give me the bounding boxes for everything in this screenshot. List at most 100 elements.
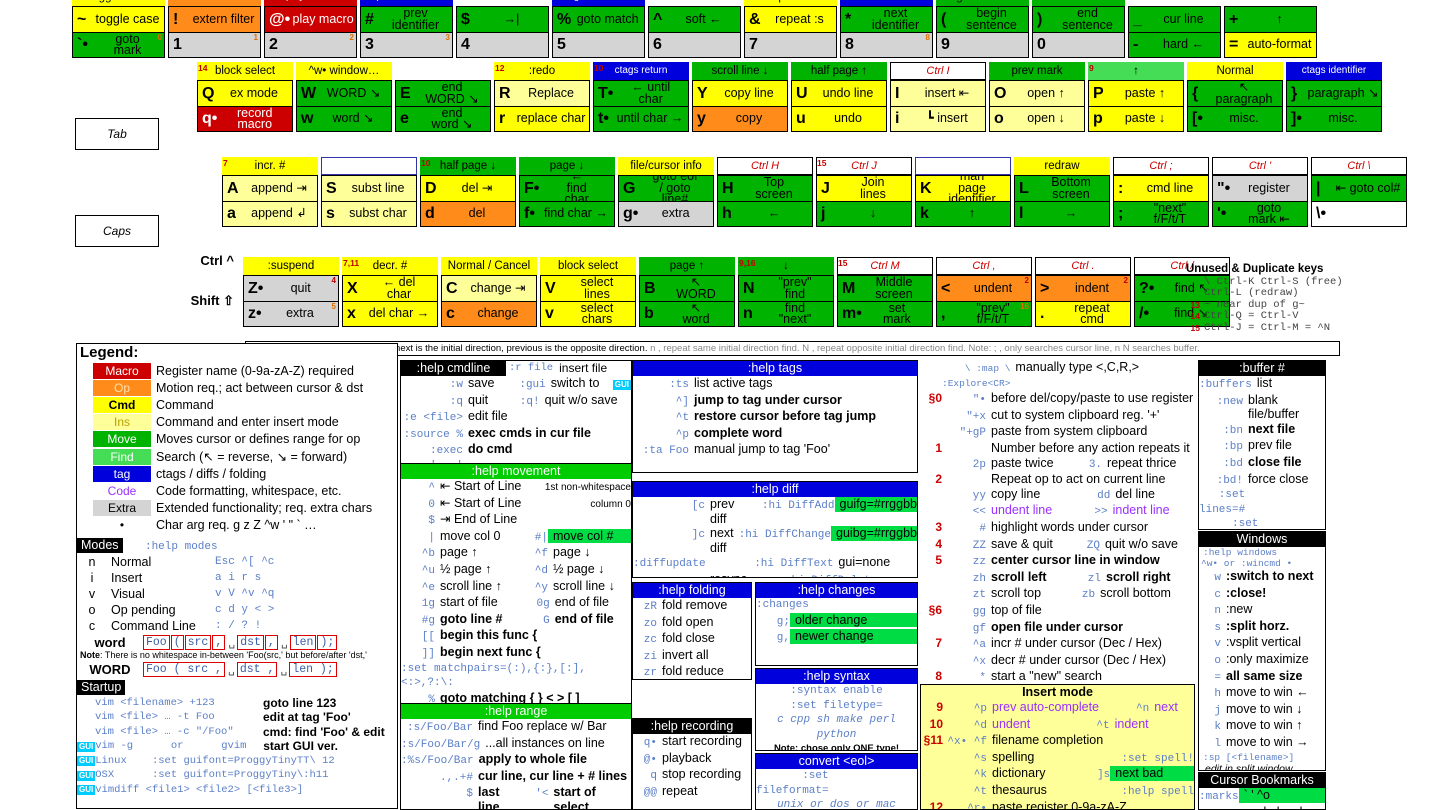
key-upper[interactable]: "• register xyxy=(1213,176,1307,201)
key-lower[interactable]: \• xyxy=(1312,201,1406,226)
key-body[interactable]: J Join lines j ↓ xyxy=(816,175,912,227)
key-lower[interactable]: t• until char → xyxy=(594,106,688,131)
key-upper[interactable]: H Top screen xyxy=(718,176,812,201)
key-upper[interactable]: ! extern filter xyxy=(169,7,260,32)
key-lower[interactable]: q• record macro xyxy=(198,106,292,131)
key-lower[interactable]: p paste ↓ xyxy=(1089,106,1183,131)
key-lower[interactable]: h ← xyxy=(718,201,812,226)
key-body[interactable]: ! extern filter 1 1 xyxy=(168,6,261,58)
key-upper[interactable]: W WORD ↘ xyxy=(297,81,391,106)
key-body[interactable]: B ↖ WORD b ↖ word xyxy=(639,275,735,327)
key-body[interactable]: $ →| 4 xyxy=(456,6,549,58)
key-upper[interactable]: > indent 2 xyxy=(1036,276,1130,301)
key-body[interactable]: : cmd line; "next" f/F/t/T xyxy=(1113,175,1209,227)
key-body[interactable]: "• register '• goto mark ⇤ xyxy=(1212,175,1308,227)
key-lower[interactable]: `• goto mark 0 xyxy=(73,32,164,57)
key-upper[interactable]: + ↑ xyxy=(1225,7,1316,32)
key-lower[interactable]: o open ↓ xyxy=(990,106,1084,131)
key-body[interactable]: } paragraph ↘]• misc. xyxy=(1286,80,1382,132)
key-lower[interactable]: b ↖ word xyxy=(640,301,734,326)
key-body[interactable]: ^ soft ← 6 xyxy=(648,6,741,58)
key-upper[interactable]: J Join lines xyxy=(817,176,911,201)
key-lower[interactable]: 4 xyxy=(457,32,548,57)
key-body[interactable]: + ↑ = auto-format xyxy=(1224,6,1317,58)
key-body[interactable]: % goto match 5 xyxy=(552,6,645,58)
key-lower[interactable]: w word ↘ xyxy=(297,106,391,131)
key-lower[interactable]: j ↓ xyxy=(817,201,911,226)
key-lower[interactable]: r replace char xyxy=(495,106,589,131)
key-lower[interactable]: e end word ↘ xyxy=(396,106,490,131)
key-lower[interactable]: i ┗ insert xyxy=(891,106,985,131)
key-upper[interactable]: B ↖ WORD xyxy=(640,276,734,301)
key-body[interactable]: L Bottom screen l → xyxy=(1014,175,1110,227)
key-upper[interactable]: # prev identifier xyxy=(361,7,452,32)
key-lower[interactable]: ]• misc. xyxy=(1287,106,1381,131)
key-body[interactable]: T• ← until char t• until char → xyxy=(593,80,689,132)
key-upper[interactable]: ?• find ↖ xyxy=(1135,276,1229,301)
key-lower[interactable]: m• set mark xyxy=(838,301,932,326)
key-lower[interactable]: a append ↲ xyxy=(223,201,317,226)
key-lower[interactable]: s subst char xyxy=(322,201,416,226)
key-lower[interactable]: d del xyxy=(421,201,515,226)
key-body[interactable]: @• play macro 2 2 xyxy=(264,6,357,58)
key-upper[interactable]: * next identifier xyxy=(841,7,932,32)
key-body[interactable]: * next identifier 8 8 xyxy=(840,6,933,58)
key-body[interactable]: Z• quit 4 z• extra 5 xyxy=(243,275,339,327)
key-tab[interactable]: Tab xyxy=(75,118,159,150)
key-upper[interactable]: {↖ paragraph xyxy=(1188,81,1282,106)
key-lower[interactable]: ; "next" f/F/t/T xyxy=(1114,201,1208,226)
key-body[interactable]: (begin sentence 9 xyxy=(936,6,1029,58)
key-lower[interactable]: 7 xyxy=(745,32,836,57)
key-lower[interactable]: 6 xyxy=(649,32,740,57)
key-lower[interactable]: - hard ← xyxy=(1129,32,1220,57)
key-body[interactable]: ) end sentence 0 xyxy=(1032,6,1125,58)
key-body[interactable]: | ⇤ goto col# \• xyxy=(1311,175,1407,227)
key-upper[interactable]: } paragraph ↘ xyxy=(1287,81,1381,106)
key-upper[interactable]: < undent 2 xyxy=(937,276,1031,301)
key-lower[interactable]: y copy xyxy=(693,106,787,131)
key-lower[interactable]: z• extra 5 xyxy=(244,301,338,326)
key-lower[interactable]: , "prev" f/F/t/T 16 xyxy=(937,301,1031,326)
key-lower[interactable]: 5 xyxy=(553,32,644,57)
key-lower[interactable]: l → xyxy=(1015,201,1109,226)
key-lower[interactable]: n find "next" xyxy=(739,301,833,326)
key-upper[interactable]: M Middle screen xyxy=(838,276,932,301)
key-body[interactable]: F• ← find char f• find char → xyxy=(519,175,615,227)
key-upper[interactable]: & repeat :s xyxy=(745,7,836,32)
key-body[interactable]: # prev identifier 3 3 xyxy=(360,6,453,58)
key-upper[interactable]: ^ soft ← xyxy=(649,7,740,32)
key-upper[interactable]: _ cur line xyxy=(1129,7,1220,32)
key-upper[interactable]: L Bottom screen xyxy=(1015,176,1109,201)
key-lower[interactable]: /• find ↘ xyxy=(1135,301,1229,326)
key-body[interactable]: & repeat :s 7 xyxy=(744,6,837,58)
key-body[interactable]: R Replace r replace char xyxy=(494,80,590,132)
key-upper[interactable]: ~ toggle case xyxy=(73,7,164,32)
key-upper[interactable]: | ⇤ goto col# xyxy=(1312,176,1406,201)
key-upper[interactable]: F• ← find char xyxy=(520,176,614,201)
key-body[interactable]: M Middle screen m• set mark xyxy=(837,275,933,327)
key-lower[interactable]: g• extra xyxy=(619,201,713,226)
key-body[interactable]: X ← del char x del char → xyxy=(342,275,438,327)
key-lower[interactable]: u undo xyxy=(792,106,886,131)
key-lower[interactable]: x del char → xyxy=(343,301,437,326)
key-body[interactable]: < undent 2, "prev" f/F/t/T 16 xyxy=(936,275,1032,327)
key-body[interactable]: W WORD ↘ w word ↘ xyxy=(296,80,392,132)
key-upper[interactable]: % goto match xyxy=(553,7,644,32)
